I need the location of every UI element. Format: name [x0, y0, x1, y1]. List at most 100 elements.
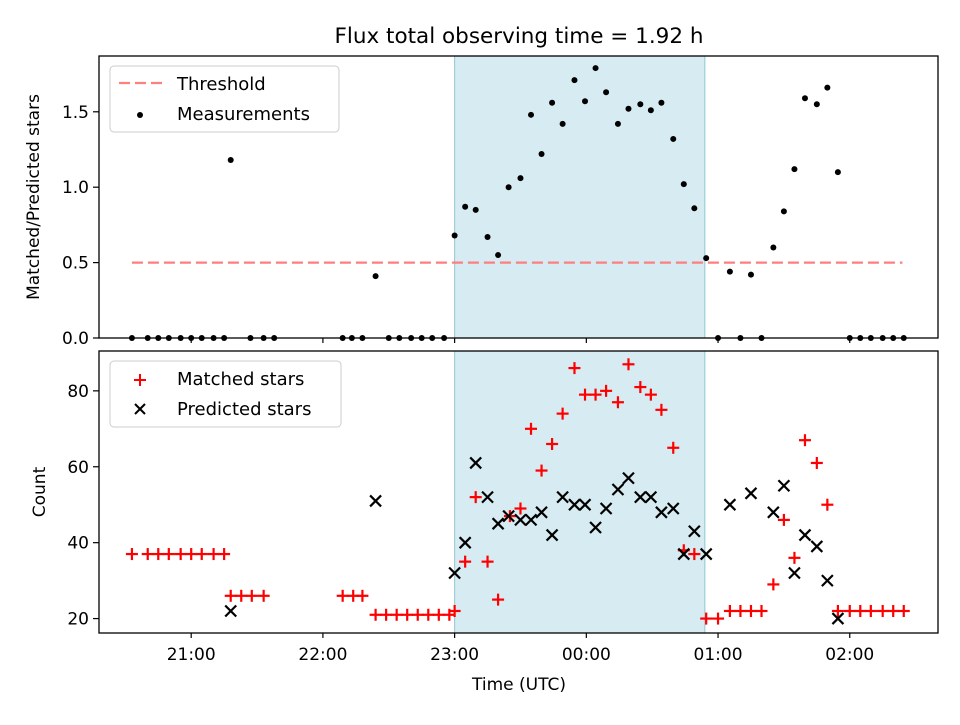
- matched-stars-point: [854, 604, 867, 617]
- measurements-point: [614, 120, 621, 127]
- predicted-stars-point: [810, 540, 824, 553]
- top-panel-frame: [98, 55, 939, 339]
- matched-stars-point: [589, 388, 602, 401]
- chart-title: Flux total observing time = 1.92 h: [335, 24, 704, 49]
- x-axis-label: Time (UTC): [471, 675, 566, 695]
- measurements-point: [528, 111, 535, 118]
- top-panel: 0.0 0.5 1.0 1.5 Matched/Predicted stars Thr…: [24, 55, 939, 349]
- predicted-stars-point: [469, 456, 482, 470]
- bottom-y-axis: 20 40 60 80: [67, 382, 99, 630]
- y-tick-label: 0.0: [62, 329, 89, 349]
- top-legend-box: [109, 65, 340, 133]
- matched-stars-point: [152, 548, 165, 561]
- measurements-point: [559, 120, 566, 127]
- measurements-point: [780, 208, 787, 215]
- predicted-stars-point: [634, 490, 647, 504]
- matched-stars-point: [185, 548, 198, 561]
- x-tick-label: 02:00: [825, 645, 874, 665]
- measurements-point: [813, 101, 820, 108]
- y-tick-label: 0.5: [62, 254, 89, 274]
- predicted-stars-point: [524, 513, 538, 527]
- measurements-point: [484, 233, 491, 240]
- bottom-legend-box: [109, 360, 342, 428]
- matched-stars-point: [336, 589, 349, 602]
- x-tick-label: 23:00: [430, 645, 479, 665]
- measurements-point: [451, 232, 458, 239]
- matched-stars-point: [207, 548, 220, 561]
- predicted-stars-point: [777, 479, 791, 493]
- top-y-axis-label: Matched/Predicted stars: [24, 94, 44, 300]
- measurements-point: [372, 273, 379, 280]
- matched-stars-point: [788, 551, 801, 564]
- measurements-point: [603, 89, 610, 96]
- x-tick-label: 22:00: [298, 645, 347, 665]
- matched-stars-point: [141, 548, 154, 561]
- matched-stars-point: [546, 437, 559, 450]
- predicted-stars-point: [535, 506, 548, 519]
- matched-stars-point: [125, 548, 138, 561]
- measurements-point: [538, 151, 545, 158]
- predicted-stars-point: [767, 506, 780, 519]
- matched-stars-point: [245, 589, 258, 602]
- predicted-stars-point: [545, 528, 559, 542]
- matched-stars-point: [864, 604, 877, 617]
- legend-predicted-swatch: [134, 403, 146, 415]
- measurements-point: [647, 107, 654, 114]
- measurements-point: [680, 181, 687, 188]
- predicted-stars-point: [666, 502, 680, 515]
- matched-stars-point: [734, 604, 747, 617]
- matched-stars-point: [568, 362, 581, 375]
- matched-stars-point: [843, 604, 856, 617]
- bottom-legend: Matched stars Predicted stars: [109, 360, 342, 428]
- measurements-point: [824, 84, 831, 91]
- bottom-panel-frame: [98, 350, 939, 634]
- matched-stars-point: [390, 608, 403, 621]
- matched-stars-point: [644, 388, 657, 401]
- count-points: [125, 358, 910, 625]
- measurements-point: [549, 99, 556, 106]
- matched-stars-point: [667, 441, 680, 454]
- bottom-y-axis-label: Count: [30, 466, 50, 517]
- predicted-stars-point: [798, 528, 812, 542]
- predicted-stars-point: [644, 490, 658, 504]
- measurements-point: [637, 101, 644, 108]
- matched-stars-point: [432, 608, 445, 621]
- matched-stars-point: [700, 612, 713, 625]
- matched-stars-point: [195, 548, 208, 561]
- legend-measurements-swatch: [137, 112, 143, 118]
- predicted-stars-point: [723, 498, 737, 511]
- y-tick-label: 40: [67, 534, 89, 554]
- matched-stars-point: [611, 396, 624, 409]
- matched-stars-point: [579, 388, 592, 401]
- measurements-point: [472, 206, 479, 213]
- matched-stars-point: [448, 604, 461, 617]
- matched-stars-point: [723, 604, 736, 617]
- measurements-point: [791, 166, 798, 173]
- predicted-stars-point: [448, 566, 461, 580]
- predicted-stars-point: [556, 490, 569, 504]
- measurements-point: [517, 175, 524, 182]
- y-tick-label: 20: [67, 610, 89, 630]
- measurements-point: [227, 157, 234, 164]
- predicted-stars-point: [502, 509, 515, 523]
- legend-measurements-label: Measurements: [177, 104, 310, 125]
- matched-stars-point: [514, 502, 527, 515]
- y-tick-label: 80: [67, 382, 89, 402]
- measurements-point: [834, 169, 841, 176]
- matched-stars-point: [712, 612, 725, 625]
- measurements-point: [658, 99, 665, 106]
- predicted-stars-point: [655, 506, 668, 519]
- y-tick-label: 60: [67, 458, 89, 478]
- top-shaded-band: [454, 55, 706, 339]
- predicted-stars-point: [821, 574, 834, 587]
- predicted-stars-point: [744, 487, 758, 500]
- predicted-stars-point: [688, 525, 701, 538]
- matched-stars-point: [755, 604, 768, 617]
- predicted-stars-point: [578, 498, 592, 511]
- matched-stars-point: [162, 548, 175, 561]
- matched-stars-point: [224, 589, 237, 602]
- predicted-stars-point: [599, 502, 613, 515]
- matched-stars-point: [688, 548, 701, 561]
- predicted-stars-point: [514, 513, 527, 527]
